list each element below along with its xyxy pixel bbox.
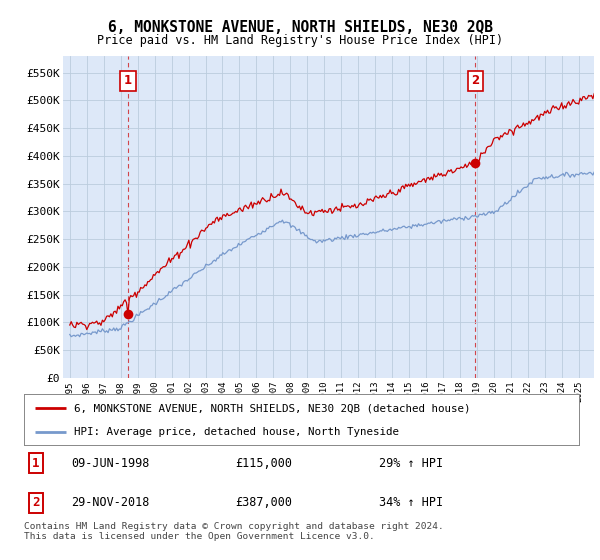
Text: 34% ↑ HPI: 34% ↑ HPI <box>379 496 443 509</box>
Text: 1: 1 <box>32 457 40 470</box>
Text: 29% ↑ HPI: 29% ↑ HPI <box>379 457 443 470</box>
Text: HPI: Average price, detached house, North Tyneside: HPI: Average price, detached house, Nort… <box>74 427 399 437</box>
Text: 09-JUN-1998: 09-JUN-1998 <box>71 457 149 470</box>
Text: 29-NOV-2018: 29-NOV-2018 <box>71 496 149 509</box>
Text: 1: 1 <box>124 74 132 87</box>
Text: £387,000: £387,000 <box>235 496 292 509</box>
Text: Price paid vs. HM Land Registry's House Price Index (HPI): Price paid vs. HM Land Registry's House … <box>97 34 503 46</box>
Text: 6, MONKSTONE AVENUE, NORTH SHIELDS, NE30 2QB (detached house): 6, MONKSTONE AVENUE, NORTH SHIELDS, NE30… <box>74 403 470 413</box>
Text: 2: 2 <box>32 496 40 509</box>
Text: 2: 2 <box>471 74 479 87</box>
Text: Contains HM Land Registry data © Crown copyright and database right 2024.
This d: Contains HM Land Registry data © Crown c… <box>24 522 444 542</box>
Text: 6, MONKSTONE AVENUE, NORTH SHIELDS, NE30 2QB: 6, MONKSTONE AVENUE, NORTH SHIELDS, NE30… <box>107 20 493 35</box>
Text: £115,000: £115,000 <box>235 457 292 470</box>
